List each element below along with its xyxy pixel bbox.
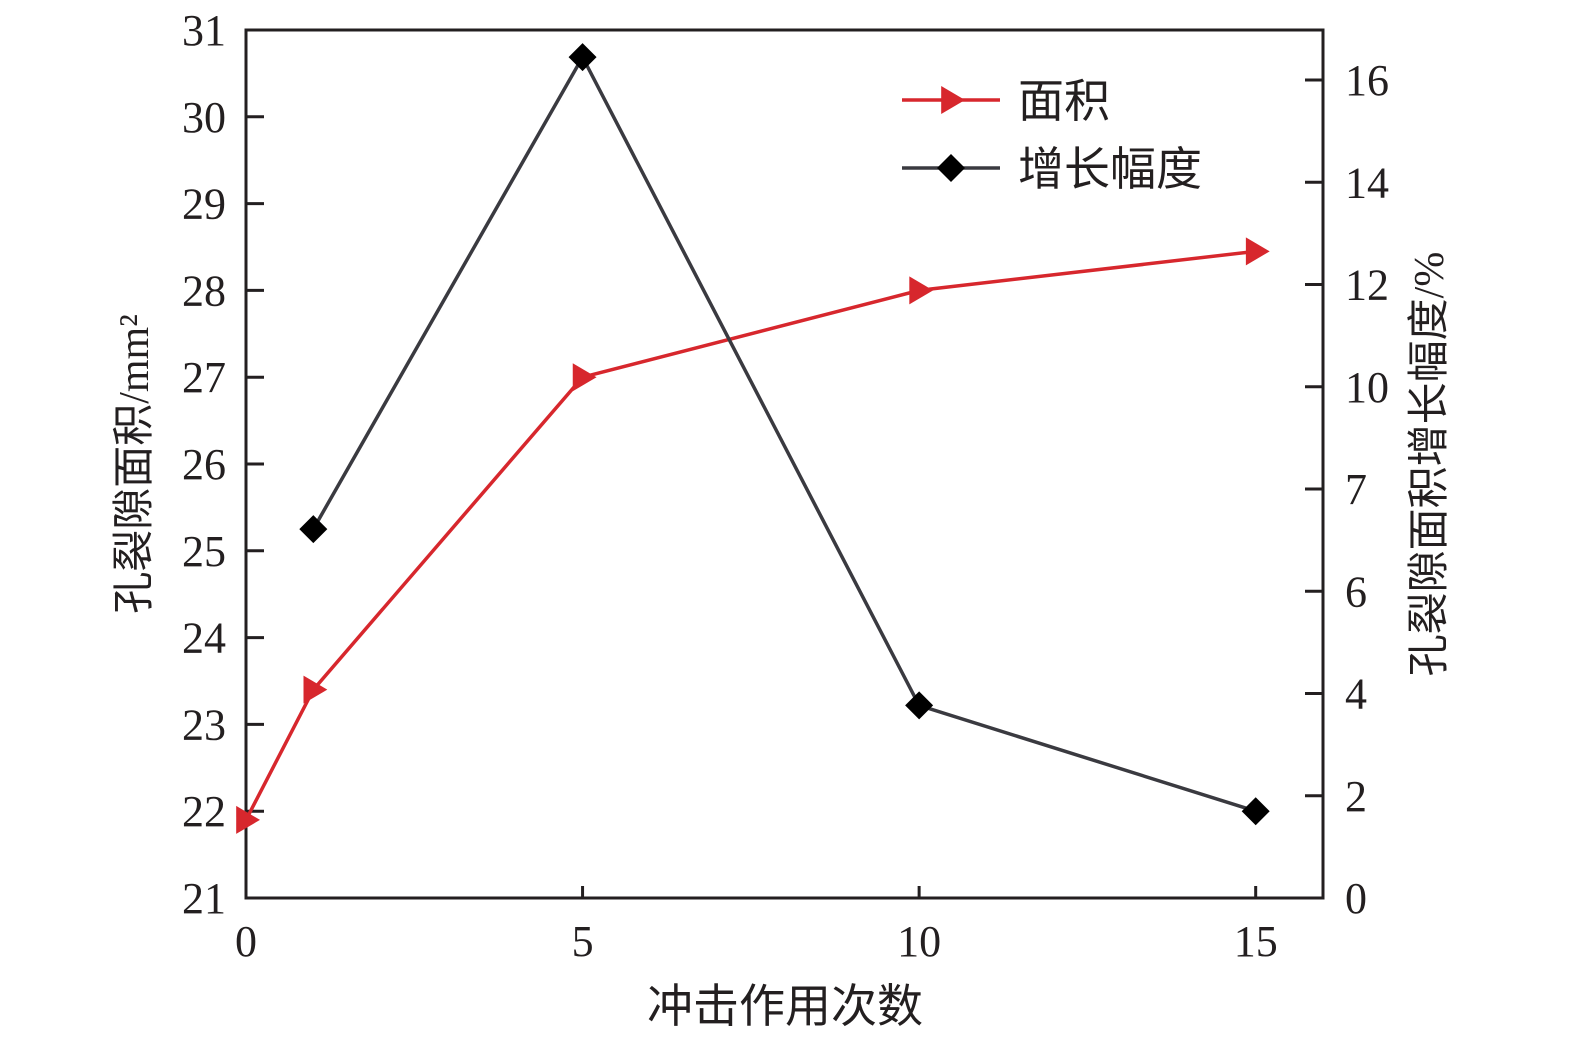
x-axis-label: 冲击作用次数 [647, 981, 923, 1032]
data-point-diamond [905, 691, 934, 720]
x-tick-label: 0 [235, 917, 257, 966]
y-tick-label-right: 16 [1345, 56, 1389, 105]
y-tick-label-right: 10 [1345, 363, 1389, 412]
y-tick-label-right: 2 [1345, 772, 1367, 821]
y-tick-label-left: 27 [182, 353, 226, 402]
y-tick-label-left: 21 [182, 874, 226, 923]
legend-marker-diamond [937, 154, 965, 182]
x-tick-label: 15 [1234, 917, 1278, 966]
y-tick-label-left: 24 [182, 614, 226, 663]
y-tick-label-left: 26 [182, 440, 226, 489]
data-point-triangle [236, 805, 260, 834]
y-tick-label-right: 6 [1345, 567, 1367, 616]
data-point-triangle [1245, 237, 1270, 266]
data-point-triangle [303, 675, 328, 704]
legend-marker-triangle [941, 86, 965, 114]
data-point-diamond [1241, 797, 1270, 826]
series-line [311, 53, 1257, 813]
legend-label: 面积 [1018, 76, 1110, 127]
y-tick-label-right: 12 [1345, 261, 1389, 310]
y-axis-label-right: 孔裂隙面积增长幅度/% [1407, 252, 1453, 677]
y-tick-label-right: 14 [1345, 158, 1389, 207]
series-line [244, 249, 1256, 821]
x-tick-label: 10 [897, 917, 941, 966]
y-tick-label-left: 28 [182, 266, 226, 315]
y-tick-label-left: 25 [182, 527, 226, 576]
legend-label: 增长幅度 [1018, 144, 1202, 195]
y-tick-label-right: 4 [1345, 670, 1367, 719]
y-tick-label-left: 23 [182, 700, 226, 749]
x-tick-label: 5 [572, 917, 594, 966]
data-point-triangle [572, 363, 597, 392]
data-point-triangle [909, 276, 934, 305]
y-tick-label-right: 0 [1345, 874, 1367, 923]
y-tick-label-left: 31 [182, 6, 226, 55]
data-point-diamond [568, 43, 597, 72]
y-axis-label-left: 孔裂隙面积/mm² [112, 314, 158, 614]
y-tick-label-left: 30 [182, 93, 226, 142]
y-tick-label-right: 7 [1345, 465, 1367, 514]
data-point-diamond [299, 515, 328, 544]
legend: 面积增长幅度 [902, 76, 1202, 195]
y-tick-label-left: 29 [182, 180, 226, 229]
y-tick-label-left: 22 [182, 787, 226, 836]
